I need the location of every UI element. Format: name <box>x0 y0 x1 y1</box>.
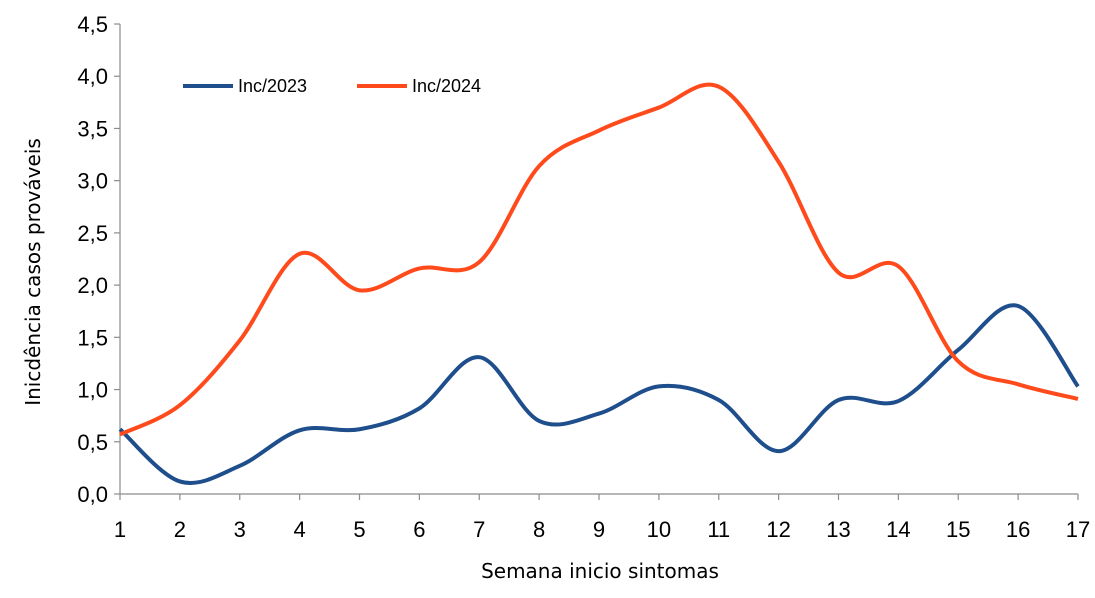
y-axis-ticks: 0,0 0,5 1,0 1,5 2,0 2,5 3,0 3,5 4,0 4,5 <box>77 12 120 507</box>
data-point-1 <box>657 384 661 388</box>
data-point-1 <box>417 406 421 410</box>
x-tick-label: 4 <box>294 517 306 542</box>
data-point-2 <box>477 260 481 264</box>
data-point-2 <box>238 338 242 342</box>
x-tick-label: 12 <box>766 517 790 542</box>
x-tick-label: 3 <box>234 517 246 542</box>
data-point-1 <box>1076 384 1080 388</box>
y-tick-label: 2,5 <box>77 221 108 246</box>
data-point-1 <box>358 427 362 431</box>
data-point-1 <box>118 427 122 431</box>
x-tick-label: 13 <box>826 517 850 542</box>
data-point-2 <box>837 271 841 275</box>
data-point-1 <box>896 399 900 403</box>
data-point-2 <box>896 264 900 268</box>
data-point-1 <box>597 412 601 416</box>
x-axis-ticks: 1 2 3 4 5 6 7 8 9 10 11 12 13 14 15 16 17 <box>114 494 1090 542</box>
series-line-1 <box>118 303 1080 485</box>
x-tick-label: 9 <box>593 517 605 542</box>
legend: Inc/2023 Inc/2024 <box>183 76 481 96</box>
data-point-1 <box>717 398 721 402</box>
x-tick-label: 8 <box>533 517 545 542</box>
data-point-1 <box>537 419 541 423</box>
x-tick-label: 2 <box>174 517 186 542</box>
data-point-1 <box>298 428 302 432</box>
y-tick-label: 3,0 <box>77 169 108 194</box>
y-tick-label: 0,5 <box>77 430 108 455</box>
y-tick-label: 1,0 <box>77 378 108 403</box>
y-tick-label: 2,0 <box>77 273 108 298</box>
data-point-1 <box>837 398 841 402</box>
x-axis-title: Semana inicio sintomas <box>481 559 719 583</box>
x-tick-label: 11 <box>707 517 730 542</box>
data-point-1 <box>777 449 781 453</box>
x-tick-label: 1 <box>114 517 126 542</box>
data-point-2 <box>777 160 781 164</box>
legend-label-2: Inc/2024 <box>412 76 481 96</box>
data-point-2 <box>178 403 182 407</box>
data-point-2 <box>358 288 362 292</box>
y-tick-label: 4,5 <box>77 12 108 37</box>
data-point-1 <box>1016 304 1020 308</box>
legend-label-1: Inc/2023 <box>238 76 307 96</box>
x-tick-label: 7 <box>473 517 485 542</box>
data-point-2 <box>717 85 721 89</box>
data-point-1 <box>178 479 182 483</box>
data-point-2 <box>956 359 960 363</box>
data-point-2 <box>537 164 541 168</box>
y-tick-label: 1,5 <box>77 325 108 350</box>
y-axis-title: Inicdência casos prováveis <box>21 138 45 406</box>
x-tick-label: 15 <box>946 517 970 542</box>
y-tick-label: 0,0 <box>77 482 108 507</box>
data-point-1 <box>956 348 960 352</box>
series-line-2 <box>119 82 1079 437</box>
data-point-2 <box>657 106 661 110</box>
x-tick-label: 16 <box>1006 517 1030 542</box>
data-point-2 <box>118 432 122 436</box>
series-lines <box>118 82 1080 485</box>
y-tick-label: 3,5 <box>77 116 108 141</box>
data-point-2 <box>1076 397 1080 401</box>
x-tick-label: 5 <box>353 517 365 542</box>
data-point-2 <box>417 266 421 270</box>
data-point-2 <box>298 252 302 256</box>
data-point-2 <box>1016 382 1020 386</box>
x-tick-label: 6 <box>413 517 425 542</box>
x-tick-label: 10 <box>647 517 671 542</box>
x-tick-label: 14 <box>886 517 910 542</box>
y-tick-label: 4,0 <box>77 64 108 89</box>
data-point-1 <box>238 464 242 468</box>
x-tick-label: 17 <box>1066 517 1090 542</box>
data-point-1 <box>477 355 481 359</box>
data-point-2 <box>597 129 601 133</box>
